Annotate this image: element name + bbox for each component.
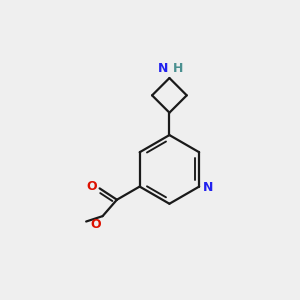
Text: N: N — [158, 62, 168, 75]
Text: H: H — [172, 62, 183, 75]
Text: N: N — [203, 181, 213, 194]
Text: O: O — [86, 180, 97, 194]
Text: O: O — [91, 218, 101, 231]
